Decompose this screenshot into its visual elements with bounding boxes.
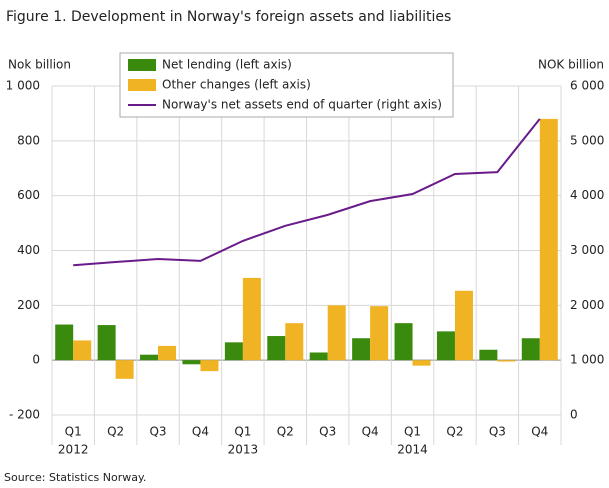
bar: [539, 118, 558, 361]
x-tick-label: Q1: [234, 425, 251, 439]
x-tick-label: Q2: [107, 425, 124, 439]
year-label: 2013: [228, 443, 259, 457]
x-tick-label: Q2: [277, 425, 294, 439]
bar: [454, 290, 473, 361]
bar: [140, 354, 159, 361]
x-tick-label: Q4: [192, 425, 209, 439]
bar: [309, 352, 328, 361]
y2-axis-label: NOK billion: [538, 58, 604, 72]
bar: [200, 360, 219, 372]
bar: [497, 360, 516, 362]
y2-tick-label: 1 000: [570, 353, 604, 367]
y2-tick-label: 0: [570, 408, 578, 422]
bar: [327, 305, 346, 361]
bar: [352, 338, 371, 361]
x-tick-label: Q3: [319, 425, 336, 439]
y2-tick-label: 6 000: [570, 79, 604, 93]
y-tick-label: 600: [17, 188, 40, 202]
legend-swatch: [128, 79, 156, 91]
y-axis-label: Nok billion: [8, 58, 71, 72]
y-tick-label: 0: [32, 353, 40, 367]
source: Source: Statistics Norway.: [4, 471, 146, 484]
x-tick-label: Q3: [489, 425, 506, 439]
y2-tick-label: 5 000: [570, 133, 604, 147]
bar: [370, 306, 389, 361]
bar: [115, 360, 134, 379]
bar: [55, 324, 74, 361]
bar: [412, 360, 431, 366]
bar: [73, 340, 92, 361]
x-tick-label: Q1: [65, 425, 82, 439]
legend-swatch: [128, 59, 156, 71]
bar: [242, 277, 261, 361]
bar: [224, 342, 243, 361]
x-tick-label: Q1: [404, 425, 421, 439]
bar: [436, 331, 455, 361]
y2-tick-label: 4 000: [570, 188, 604, 202]
bar: [285, 323, 304, 361]
y-tick-label: 200: [17, 298, 40, 312]
bar: [479, 349, 498, 361]
y2-tick-label: 3 000: [570, 243, 604, 257]
x-tick-label: Q4: [362, 425, 379, 439]
legend-box: [119, 52, 454, 118]
bar: [182, 360, 201, 365]
legend-label: Other changes (left axis): [162, 78, 311, 92]
legend-label: Norway's net assets end of quarter (righ…: [162, 98, 442, 112]
bar: [394, 323, 413, 361]
y2-tick-label: 2 000: [570, 298, 604, 312]
chart-title: Figure 1. Development in Norway's foreig…: [6, 9, 451, 25]
x-tick-label: Q4: [531, 425, 548, 439]
x-tick-label: Q2: [446, 425, 463, 439]
x-tick-label: Q3: [149, 425, 166, 439]
y-tick-label: 1 000: [6, 79, 40, 93]
bar: [521, 338, 540, 361]
year-label: 2012: [58, 443, 89, 457]
year-label: 2014: [397, 443, 428, 457]
bar: [267, 336, 286, 361]
line: [73, 118, 541, 267]
bar: [97, 325, 116, 361]
y-tick-label: - 200: [9, 408, 40, 422]
y-tick-label: 800: [17, 133, 40, 147]
bar: [158, 345, 177, 361]
y-tick-label: 400: [17, 243, 40, 257]
legend-label: Net lending (left axis): [162, 58, 292, 72]
